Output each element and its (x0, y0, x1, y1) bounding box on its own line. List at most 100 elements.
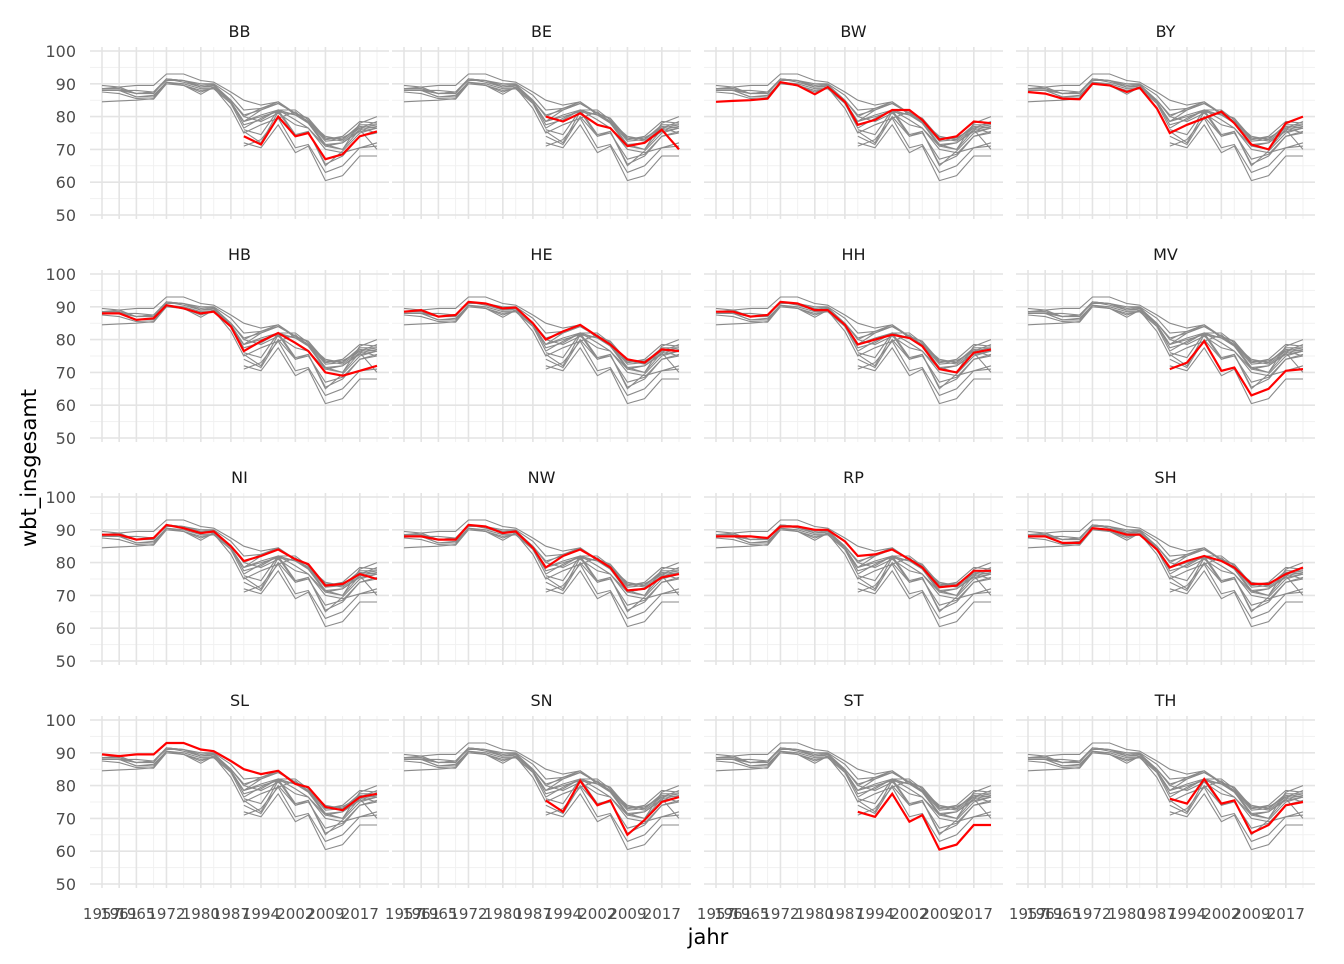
facet-panel-sl: SL 50 60 70 80 90 100 1957196119651972198019871… (45, 691, 389, 923)
background-line-ni (716, 301, 992, 364)
background-line-hb (1028, 527, 1304, 600)
background-line-st (243, 569, 377, 628)
x-tick-label: 1980 (1108, 905, 1146, 923)
facet-panel-bw: BW (704, 22, 1003, 219)
facet-strip-label: RP (843, 468, 864, 487)
background-line-th (857, 778, 992, 834)
background-line-st (1169, 123, 1303, 182)
background-line-hb (404, 750, 680, 823)
facet-panel-by: BY (1016, 22, 1315, 219)
highlight-line-bw (715, 80, 992, 141)
y-tick-label: 50 (56, 875, 76, 894)
background-line-ni (1028, 747, 1304, 810)
x-tick-label: 1994 (1168, 905, 1206, 923)
background-line-th (243, 778, 378, 834)
y-tick-label: 50 (56, 429, 76, 448)
background-line-rp (716, 79, 991, 142)
y-tick-label: 80 (56, 777, 76, 796)
y-tick-label: 60 (56, 173, 76, 192)
background-line-by (1027, 306, 1304, 374)
facet-panel-rp: RP (704, 468, 1003, 665)
x-tick-label: 1972 (761, 905, 799, 923)
x-tick-label: 2017 (1267, 905, 1305, 923)
background-line-rp (716, 748, 991, 811)
background-line-th (1169, 109, 1304, 165)
highlight-line-by (1027, 82, 1304, 151)
background-line-by (101, 83, 378, 151)
y-tick-label: 60 (56, 619, 76, 638)
background-line-st (857, 569, 991, 628)
background-line-by (715, 529, 992, 597)
facet-strip-label: NI (231, 468, 248, 487)
x-tick-label: 1994 (856, 905, 894, 923)
background-line-hb (404, 304, 680, 377)
x-tick-label: 1957 (83, 905, 121, 923)
x-tick-label: 2002 (890, 905, 928, 923)
background-line-hb (716, 81, 992, 154)
background-line-ni (1028, 524, 1304, 587)
background-line-rp (1028, 748, 1303, 811)
background-line-st (243, 123, 377, 182)
y-tick-label: 70 (56, 586, 76, 605)
background-line-st (857, 123, 991, 182)
background-line-rp (404, 525, 679, 588)
facet-panel-mv: MV (1016, 245, 1315, 442)
highlight-line-sn (545, 778, 680, 837)
background-line-st (545, 123, 679, 182)
background-line-th (243, 332, 378, 388)
facet-strip-label: BB (229, 22, 251, 41)
background-line-hb (102, 750, 378, 823)
background-line-th (545, 555, 680, 611)
y-axis-title: wbt_insgesamt (17, 389, 42, 547)
background-line-hb (102, 527, 378, 600)
background-line-sl (715, 742, 992, 811)
x-tick-label: 1957 (697, 905, 735, 923)
x-tick-label: 2002 (578, 905, 616, 923)
background-line-sl (1027, 742, 1304, 811)
background-line-hb (102, 81, 378, 154)
background-line-by (1027, 529, 1304, 597)
highlight-line-st (857, 791, 991, 851)
background-line-rp (102, 748, 377, 811)
background-line-sl (715, 519, 992, 588)
background-line-rp (1028, 79, 1303, 142)
facet-strip-label: HE (530, 245, 552, 264)
background-line-sl (403, 73, 680, 142)
x-tick-label: 1987 (1138, 905, 1176, 923)
facet-panel-nw: NW (392, 468, 691, 665)
y-tick-label: 100 (45, 42, 76, 61)
y-tick-label: 50 (56, 652, 76, 671)
y-tick-label: 80 (56, 108, 76, 127)
background-line-st (857, 346, 991, 405)
background-line-rp (404, 748, 679, 811)
x-tick-label: 1957 (1009, 905, 1047, 923)
background-line-th (857, 332, 992, 388)
background-line-ni (716, 524, 992, 587)
background-line-by (403, 306, 680, 374)
x-tick-label: 2009 (920, 905, 958, 923)
facet-panel-he: HE (392, 245, 691, 442)
background-line-rp (102, 79, 377, 142)
facet-strip-label: MV (1153, 245, 1178, 264)
facet-panel-ni: NI 50 60 70 80 90 100 (45, 468, 389, 671)
background-line-hb (1028, 750, 1304, 823)
facet-strip-label: HH (841, 245, 865, 264)
y-tick-label: 70 (56, 809, 76, 828)
background-line-hb (1028, 81, 1304, 154)
x-tick-label: 1972 (147, 905, 185, 923)
y-tick-label: 90 (56, 298, 76, 317)
highlight-line-rp (716, 525, 991, 589)
x-tick-label: 2009 (608, 905, 646, 923)
x-tick-label: 1957 (385, 905, 423, 923)
facet-strip-label: NW (528, 468, 556, 487)
facet-panel-hb: HB 50 60 70 80 90 100 (45, 245, 389, 448)
background-line-sl (1027, 296, 1304, 365)
background-line-hb (404, 81, 680, 154)
x-tick-label: 1994 (544, 905, 582, 923)
background-line-rp (1028, 525, 1303, 588)
background-line-sl (403, 742, 680, 811)
background-line-by (715, 752, 992, 820)
background-line-th (857, 109, 992, 165)
background-line-ni (102, 301, 378, 364)
